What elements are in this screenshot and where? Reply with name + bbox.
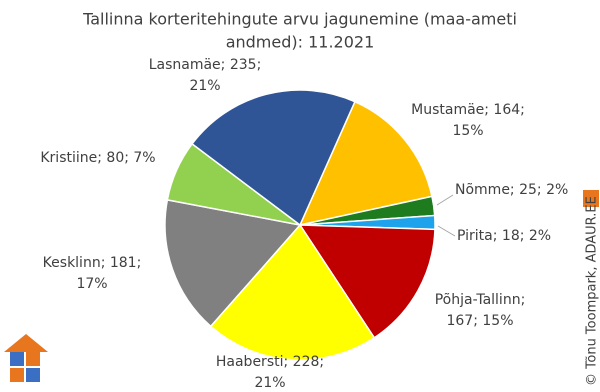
- data-label: 17%: [76, 276, 107, 292]
- data-label: Pirita; 18; 2%: [457, 228, 551, 244]
- data-label: Kristiine; 80; 7%: [40, 150, 155, 166]
- chart-title: andmed): 11.2021: [226, 33, 375, 52]
- data-label: Haabersti; 228;: [216, 354, 324, 370]
- watermark-box: [583, 190, 599, 207]
- data-label: Kesklinn; 181;: [43, 255, 142, 271]
- leader-line: [436, 194, 454, 206]
- pie-slice: [164, 199, 302, 328]
- data-label: 167; 15%: [446, 313, 513, 329]
- data-label: 21%: [189, 78, 220, 94]
- pie-slice: [298, 224, 436, 339]
- pie-slice: [209, 223, 376, 361]
- data-label: Mustamäe; 164;: [411, 102, 525, 118]
- pie-slice: [298, 100, 433, 227]
- pie-slice: [191, 89, 356, 227]
- chart-title: Tallinna korteritehingute arvu jagunemin…: [82, 10, 517, 29]
- data-label: 15%: [452, 123, 483, 139]
- watermark: © Tõnu Toompark, ADAUR.EE: [585, 196, 600, 386]
- data-label: Nõmme; 25; 2%: [455, 182, 568, 198]
- leader-line: [437, 225, 456, 237]
- logo: [4, 334, 48, 382]
- data-label: Lasnamäe; 235;: [149, 57, 262, 73]
- data-label: Põhja-Tallinn;: [435, 292, 526, 308]
- data-label: 21%: [254, 375, 285, 391]
